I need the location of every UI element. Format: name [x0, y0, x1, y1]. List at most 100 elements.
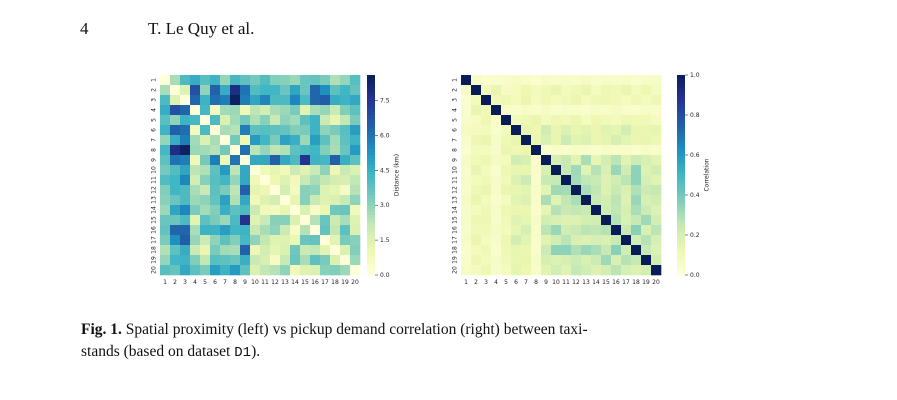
- distance-cell: [340, 235, 351, 246]
- correlation-y-tick: 14: [452, 206, 459, 214]
- correlation-y-tick: 13: [452, 196, 459, 204]
- distance-cell: [260, 215, 271, 226]
- correlation-cell: [611, 135, 622, 146]
- distance-cell: [160, 135, 171, 146]
- distance-cell: [310, 235, 321, 246]
- correlation-y-tick: 20: [452, 266, 459, 274]
- correlation-cell: [621, 135, 632, 146]
- distance-cell: [240, 205, 251, 216]
- distance-colorbar-segment: [367, 131, 375, 136]
- distance-cell: [260, 95, 271, 106]
- distance-cell: [310, 115, 321, 126]
- distance-cell: [230, 255, 241, 266]
- correlation-cell: [571, 245, 582, 256]
- distance-cell: [220, 265, 231, 276]
- correlation-cell: [541, 195, 552, 206]
- correlation-cell: [521, 115, 532, 126]
- distance-cell: [320, 135, 331, 146]
- distance-colorbar-segment: [367, 181, 375, 186]
- distance-cell: [230, 95, 241, 106]
- correlation-cell: [591, 205, 602, 216]
- distance-cell: [190, 205, 201, 216]
- distance-cell: [170, 225, 181, 236]
- correlation-cell: [591, 115, 602, 126]
- correlation-colorbar-segment: [677, 268, 685, 273]
- correlation-cell: [651, 115, 662, 126]
- distance-cell: [240, 105, 251, 116]
- distance-cell: [250, 195, 261, 206]
- distance-cell: [180, 145, 191, 156]
- correlation-cell: [481, 225, 492, 236]
- correlation-colorbar-segment: [677, 198, 685, 203]
- distance-cell: [240, 225, 251, 236]
- distance-cell: [180, 245, 191, 256]
- correlation-cell: [641, 155, 652, 166]
- distance-cell: [340, 105, 351, 116]
- correlation-cell: [521, 125, 532, 136]
- distance-cell: [220, 105, 231, 116]
- correlation-cell: [601, 195, 612, 206]
- correlation-cell: [471, 125, 482, 136]
- correlation-colorbar-segment: [677, 195, 685, 199]
- correlation-cell: [641, 135, 652, 146]
- correlation-cell: [461, 115, 472, 126]
- correlation-cell: [511, 235, 522, 246]
- correlation-colorbar-label: Correlation: [704, 158, 711, 191]
- correlation-colorbar-segment: [677, 178, 685, 183]
- caption-text: Spatial proximity (left) vs pickup deman…: [125, 321, 588, 338]
- distance-cell: [250, 95, 261, 106]
- correlation-cell: [591, 75, 602, 86]
- distance-cell: [270, 125, 281, 136]
- distance-cell: [250, 255, 261, 266]
- correlation-cell: [581, 175, 592, 186]
- correlation-cell: [511, 95, 522, 106]
- dataset-name: D1: [234, 345, 252, 361]
- distance-colorbar-segment: [367, 225, 375, 229]
- correlation-cell: [481, 185, 492, 196]
- correlation-cell: [581, 255, 592, 266]
- distance-colorbar-segment: [367, 255, 375, 259]
- distance-cell: [340, 185, 351, 196]
- caption-end: ).: [251, 343, 261, 360]
- correlation-cell: [601, 135, 612, 146]
- correlation-colorbar-segment: [677, 98, 685, 103]
- distance-x-tick: 18: [331, 279, 339, 286]
- correlation-cell: [601, 235, 612, 246]
- correlation-cell: [491, 105, 502, 116]
- distance-cell: [170, 195, 181, 206]
- correlation-cell: [601, 205, 612, 216]
- correlation-cell: [541, 95, 552, 106]
- distance-cell: [190, 135, 201, 146]
- correlation-cell: [481, 105, 492, 116]
- correlation-colorbar-segment: [677, 225, 685, 229]
- distance-cell: [170, 75, 181, 86]
- distance-colorbar-tick-label: 0.0: [380, 272, 390, 279]
- distance-cell: [250, 135, 261, 146]
- distance-cell: [190, 105, 201, 116]
- correlation-cell: [611, 225, 622, 236]
- correlation-cell: [511, 165, 522, 176]
- distance-cell: [290, 195, 301, 206]
- correlation-cell: [561, 225, 572, 236]
- distance-cell: [330, 95, 341, 106]
- distance-cell: [350, 225, 361, 236]
- distance-colorbar-segment: [367, 261, 375, 266]
- correlation-cell: [651, 175, 662, 186]
- correlation-cell: [551, 265, 562, 276]
- distance-y-tick: 14: [151, 206, 158, 214]
- correlation-cell: [491, 165, 502, 176]
- distance-cell: [170, 115, 181, 126]
- distance-cell: [310, 175, 321, 186]
- distance-cell: [250, 115, 261, 126]
- correlation-cell: [551, 185, 562, 196]
- distance-cell: [240, 215, 251, 226]
- distance-cell: [190, 245, 201, 256]
- correlation-cell: [621, 245, 632, 256]
- distance-cell: [350, 135, 361, 146]
- distance-cell: [170, 245, 181, 256]
- correlation-cell: [511, 195, 522, 206]
- distance-cell: [250, 215, 261, 226]
- distance-cell: [160, 165, 171, 176]
- distance-colorbar-segment: [367, 185, 375, 189]
- correlation-cell: [551, 135, 562, 146]
